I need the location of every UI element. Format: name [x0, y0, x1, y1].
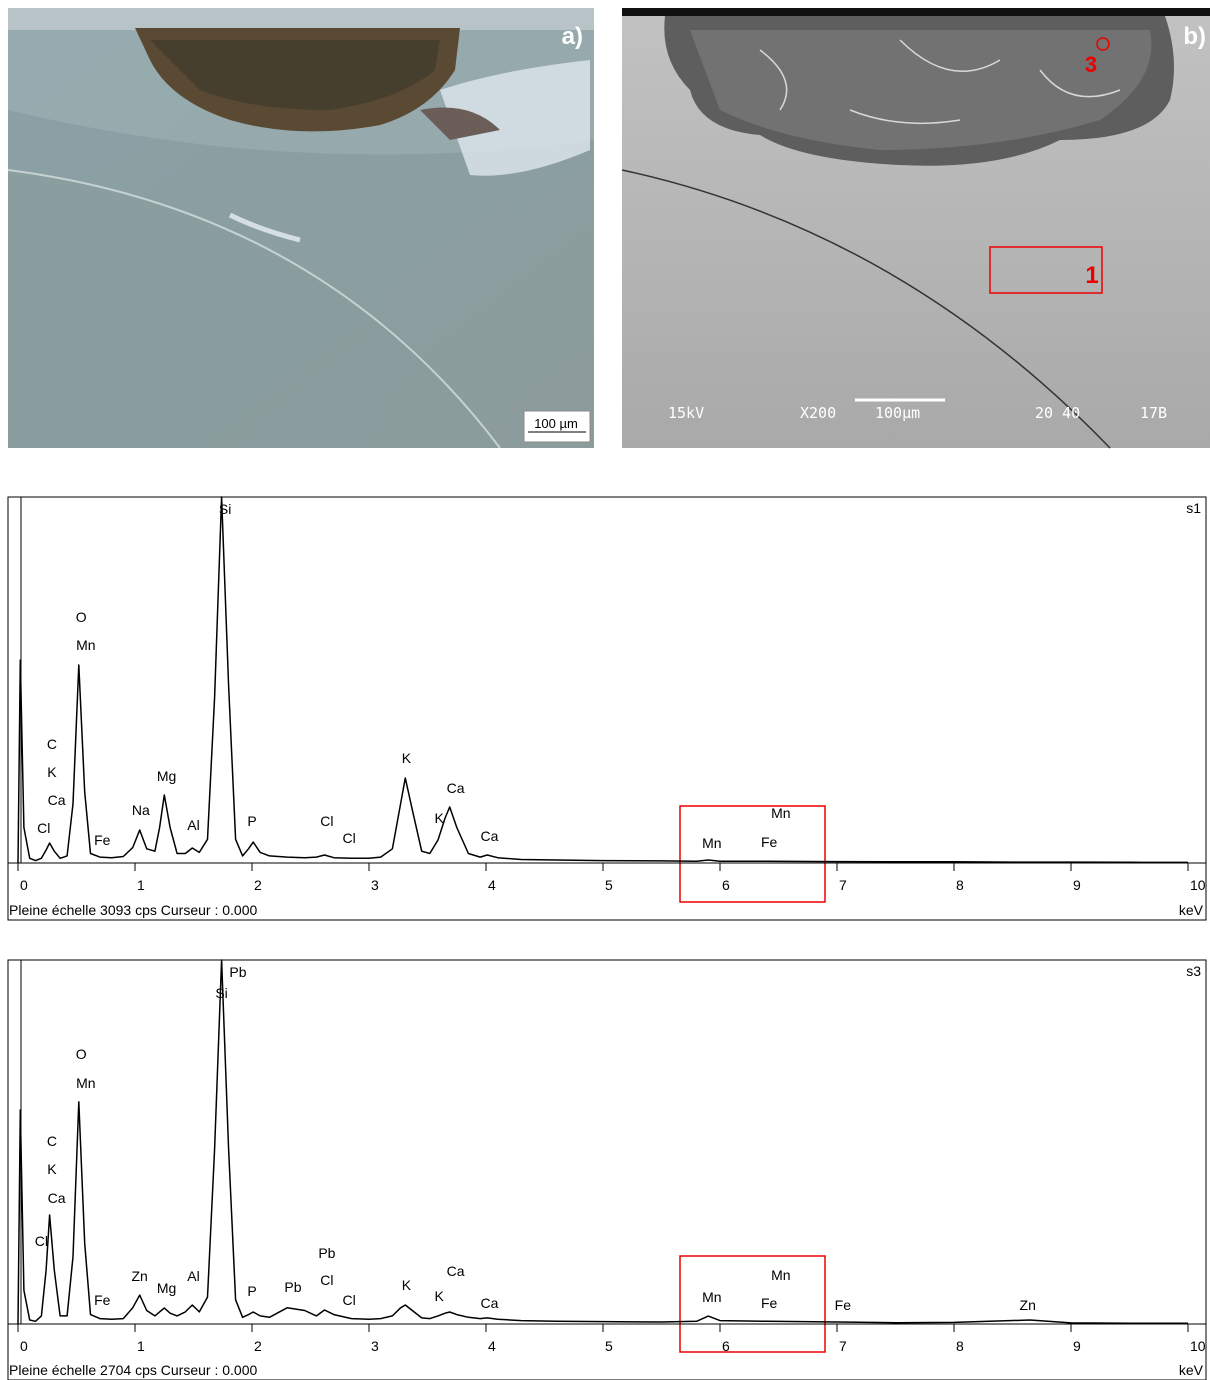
peak-label: Mn [702, 1289, 721, 1305]
spectrum-line [17, 496, 1189, 864]
session: 17B [1140, 404, 1167, 422]
plot-frame [7, 959, 1207, 1380]
x-tick-label: 7 [839, 1338, 847, 1354]
scale-bar-label: 100 µm [534, 416, 578, 431]
x-tick-label: 2 [254, 1338, 262, 1354]
peak-label: Fe [835, 1297, 852, 1313]
peak-label: P [247, 813, 256, 829]
peak-label: K [402, 750, 412, 766]
peak-label: Mn [771, 1267, 790, 1283]
x-tick-label: 5 [605, 1338, 613, 1354]
x-tick-label: 8 [956, 877, 964, 893]
peak-label: Mn [76, 637, 95, 653]
peak-label: Al [187, 1268, 199, 1284]
x-tick-label: 7 [839, 877, 847, 893]
plot-frame [7, 496, 1207, 921]
peak-label: K [402, 1277, 412, 1293]
spectrum-line [17, 959, 1189, 1325]
peak-label: Al [187, 817, 199, 833]
panel-label: a) [562, 23, 583, 50]
x-tick-label: 0 [20, 1338, 28, 1354]
peak-label: Cl [37, 820, 50, 836]
peak-label: Zn [132, 1268, 148, 1284]
peak-label: Ca [481, 828, 499, 844]
peak-label: Cl [342, 830, 355, 846]
footer: Pleine échelle 3093 cps Curseur : 0.000 [9, 902, 257, 918]
x-axis-label: keV [1179, 902, 1204, 918]
working-distance: 20 40 [1035, 404, 1080, 422]
peak-label: Zn [1020, 1297, 1036, 1313]
peak-label: Ca [48, 1190, 66, 1206]
sem-image: 1 3 15kV X200 100µm 20 40 17B b) [621, 8, 1210, 449]
peak-label: O [76, 609, 87, 625]
peak-label: Ca [48, 792, 66, 808]
peak-label: K [47, 764, 57, 780]
highlight-box [679, 805, 826, 903]
peak-label: K [435, 1288, 445, 1304]
peak-label: O [76, 1046, 87, 1062]
peak-label: Ca [481, 1295, 499, 1311]
peak-label: Fe [94, 1292, 111, 1308]
optical-image: 100 µm a) [7, 8, 594, 449]
voltage: 15kV [668, 404, 704, 422]
x-tick-label: 6 [722, 877, 730, 893]
peak-label: K [435, 810, 445, 826]
peak-label: P [247, 1283, 256, 1299]
scale-label: 100µm [875, 404, 920, 422]
x-tick-label: 2 [254, 877, 262, 893]
spectrum-label: s1 [1186, 500, 1201, 516]
area-marker: 1 [1085, 262, 1098, 289]
peak-label: Fe [94, 832, 111, 848]
x-tick-label: 3 [371, 877, 379, 893]
panel-label: b) [1183, 23, 1206, 50]
footer: Pleine échelle 2704 cps Curseur : 0.000 [9, 1362, 257, 1378]
x-tick-label: 8 [956, 1338, 964, 1354]
peak-label: Cl [342, 1292, 355, 1308]
peak-label: Pb [318, 1245, 335, 1261]
peak-label: Fe [761, 834, 778, 850]
highlight-box [679, 1255, 826, 1353]
peak-label: Na [132, 802, 150, 818]
x-tick-label: 5 [605, 877, 613, 893]
peak-label: Si [215, 985, 227, 1001]
magnification: X200 [800, 404, 836, 422]
peak-label: C [47, 1133, 57, 1149]
peak-label: K [47, 1161, 57, 1177]
peak-label: C [47, 736, 57, 752]
x-tick-label: 10 [1190, 877, 1206, 893]
peak-label: Mg [157, 768, 176, 784]
spectrum-label: s3 [1186, 963, 1201, 979]
peak-label: Mn [771, 805, 790, 821]
peak-label: Mg [157, 1280, 176, 1296]
peak-label: Cl [320, 1272, 333, 1288]
peak-label: Cl [320, 813, 333, 829]
peak-label: Pb [229, 964, 246, 980]
peak-label: Ca [447, 780, 465, 796]
x-tick-label: 1 [137, 1338, 145, 1354]
x-tick-label: 9 [1073, 1338, 1081, 1354]
peak-label: Si [219, 501, 231, 517]
peak-label: Mn [702, 835, 721, 851]
x-tick-label: 9 [1073, 877, 1081, 893]
peak-label: Pb [284, 1279, 301, 1295]
x-tick-label: 1 [137, 877, 145, 893]
peak-label: Fe [761, 1295, 778, 1311]
x-tick-label: 4 [488, 1338, 496, 1354]
peak-label: Ca [447, 1263, 465, 1279]
x-tick-label: 0 [20, 877, 28, 893]
point-marker: 3 [1085, 52, 1097, 77]
peak-label: Mn [76, 1075, 95, 1091]
x-tick-label: 10 [1190, 1338, 1206, 1354]
x-tick-label: 4 [488, 877, 496, 893]
peak-label: Cl [35, 1233, 48, 1249]
x-tick-label: 6 [722, 1338, 730, 1354]
x-tick-label: 3 [371, 1338, 379, 1354]
x-axis-label: keV [1179, 1362, 1204, 1378]
